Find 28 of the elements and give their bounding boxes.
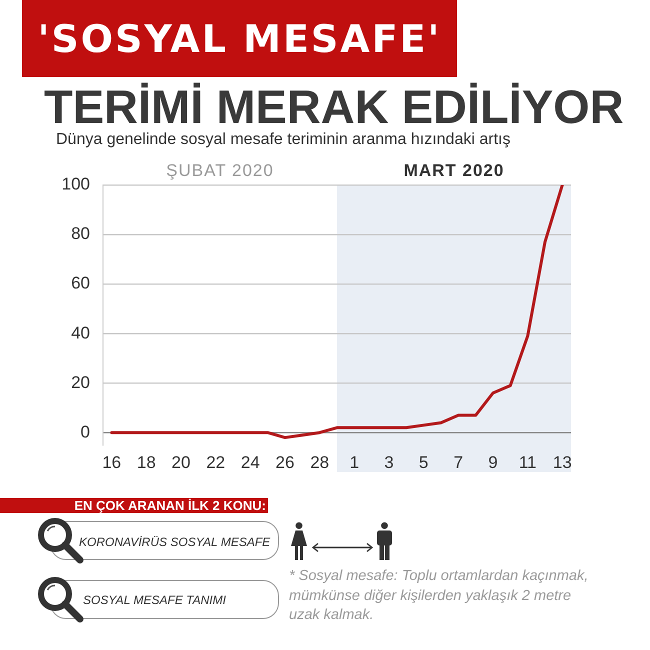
x-tick-label: 3	[384, 452, 394, 472]
text: SOSYAL MESAFE TANIMI	[83, 593, 226, 607]
y-tick-label: 20	[71, 372, 90, 392]
x-tick-label: 16	[102, 452, 122, 472]
y-tick-label: 80	[71, 224, 90, 244]
x-tick-label: 28	[310, 452, 330, 472]
y-tick-label: 60	[71, 274, 90, 293]
text: * Sosyal mesafe: Toplu ortamlardan kaçınmak, mümkünse diğer kişilerden yaklaşık 2 metre uzak kalmak.	[289, 567, 590, 625]
text: KORONAVİRÜS SOSYAL MESAFE	[79, 535, 270, 549]
chart-subtitle: Dünya genelinde sosyal mesafe teriminin aranma hızındaki artış	[56, 131, 510, 149]
x-tick-label: 11	[518, 452, 536, 472]
y-tick-label: 0	[80, 422, 90, 442]
y-tick-label: 40	[71, 323, 90, 342]
y-tick-label: 100	[62, 174, 90, 194]
x-tick-label: 13	[552, 452, 572, 472]
x-tick-label: 20	[172, 452, 190, 472]
x-tick-label: 26	[276, 452, 294, 472]
text: ŞUBAT 2020	[166, 161, 274, 180]
chart-title: 'SOSYAL MESAFE' TERİMİ MERAK EDİLİYOR	[38, 16, 624, 133]
x-tick-label: 9	[488, 452, 498, 472]
x-tick-label: 7	[454, 452, 464, 472]
text: EN ÇOK ARANAN İLK 2 KONU:	[74, 498, 266, 513]
x-tick-label: 22	[206, 452, 226, 472]
x-tick-label: 1	[350, 452, 360, 472]
x-tick-label: 5	[418, 452, 428, 472]
band-label: MART 2020	[404, 161, 504, 180]
x-tick-label: 24	[240, 452, 260, 472]
x-tick-label: 18	[136, 452, 156, 472]
